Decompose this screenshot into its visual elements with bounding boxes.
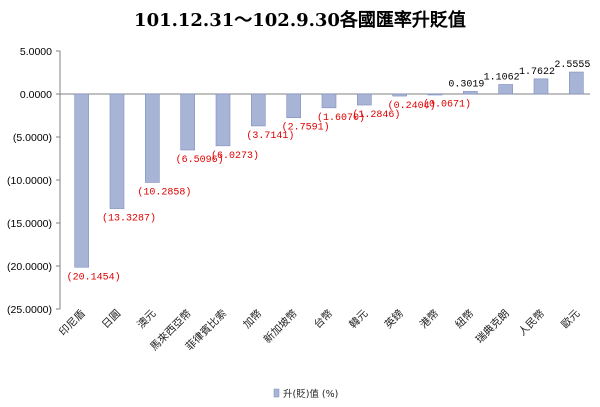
category-label: 加幣 bbox=[241, 307, 265, 331]
bar bbox=[321, 93, 337, 109]
bar bbox=[569, 71, 584, 95]
bar bbox=[180, 93, 195, 151]
category-label: 英鎊 bbox=[382, 307, 406, 331]
data-label: 1.1062 bbox=[484, 72, 520, 83]
category-label: 紐幣 bbox=[452, 307, 476, 331]
bar bbox=[463, 91, 478, 95]
data-label: 2.5555 bbox=[554, 60, 590, 71]
data-label: (1.2846) bbox=[352, 109, 400, 121]
category-label: 歐元 bbox=[558, 307, 582, 331]
data-label: (1.6070) bbox=[317, 112, 365, 124]
data-label: (10.2858) bbox=[137, 186, 191, 198]
bar bbox=[251, 93, 266, 127]
y-tick-label: 0.0000 bbox=[20, 89, 52, 101]
bars bbox=[74, 71, 584, 268]
chart-title: 101.12.31～102.9.30各國匯率升貶值 bbox=[134, 10, 466, 31]
category-label: 韓元 bbox=[347, 307, 371, 331]
category-label: 印尼盾 bbox=[57, 307, 88, 338]
bar bbox=[74, 93, 89, 268]
legend-label: 升(貶)值 (%) bbox=[283, 388, 338, 400]
data-label: (6.0273) bbox=[211, 150, 259, 162]
legend: 升(貶)值 (%) bbox=[273, 388, 338, 400]
bar bbox=[357, 93, 372, 106]
y-tick-label: (10.0000) bbox=[7, 175, 52, 187]
data-label: 1.7622 bbox=[519, 67, 555, 78]
data-label: (0.0671) bbox=[423, 99, 471, 111]
bar bbox=[498, 84, 513, 95]
bar bbox=[145, 93, 160, 183]
category-label: 人民幣 bbox=[516, 307, 547, 338]
y-tick-label: 5.0000 bbox=[20, 46, 52, 58]
bar bbox=[392, 93, 407, 97]
y-tick-label: (25.0000) bbox=[7, 304, 52, 316]
bar bbox=[286, 93, 301, 119]
category-label: 台幣 bbox=[311, 307, 335, 331]
category-label: 澳元 bbox=[134, 307, 158, 331]
category-label: 瑞典克朗 bbox=[473, 307, 512, 346]
category-label: 新加坡幣 bbox=[261, 307, 300, 346]
bar bbox=[427, 93, 443, 96]
data-labels: (20.1454) (13.3287) (10.2858) (6.5096)(6.02… bbox=[67, 60, 591, 283]
data-label: (2.7591) bbox=[282, 122, 330, 134]
legend-swatch bbox=[273, 388, 280, 398]
data-label: (13.3287) bbox=[102, 213, 156, 225]
y-tick-label: (5.0000) bbox=[13, 132, 52, 144]
data-label: (6.5096) bbox=[176, 154, 224, 166]
category-label: 港幣 bbox=[418, 307, 442, 331]
data-label: (0.2404) bbox=[388, 100, 436, 112]
data-label: (20.1454) bbox=[67, 271, 121, 283]
data-label: (3.7141) bbox=[246, 130, 294, 142]
y-tick-label: (20.0000) bbox=[7, 261, 52, 273]
category-label: 日圓 bbox=[100, 308, 123, 331]
data-label: 0.3019 bbox=[448, 79, 484, 90]
y-tick-label: (15.0000) bbox=[7, 218, 52, 230]
bar bbox=[215, 93, 231, 147]
bar bbox=[109, 93, 125, 209]
bar bbox=[533, 78, 549, 95]
